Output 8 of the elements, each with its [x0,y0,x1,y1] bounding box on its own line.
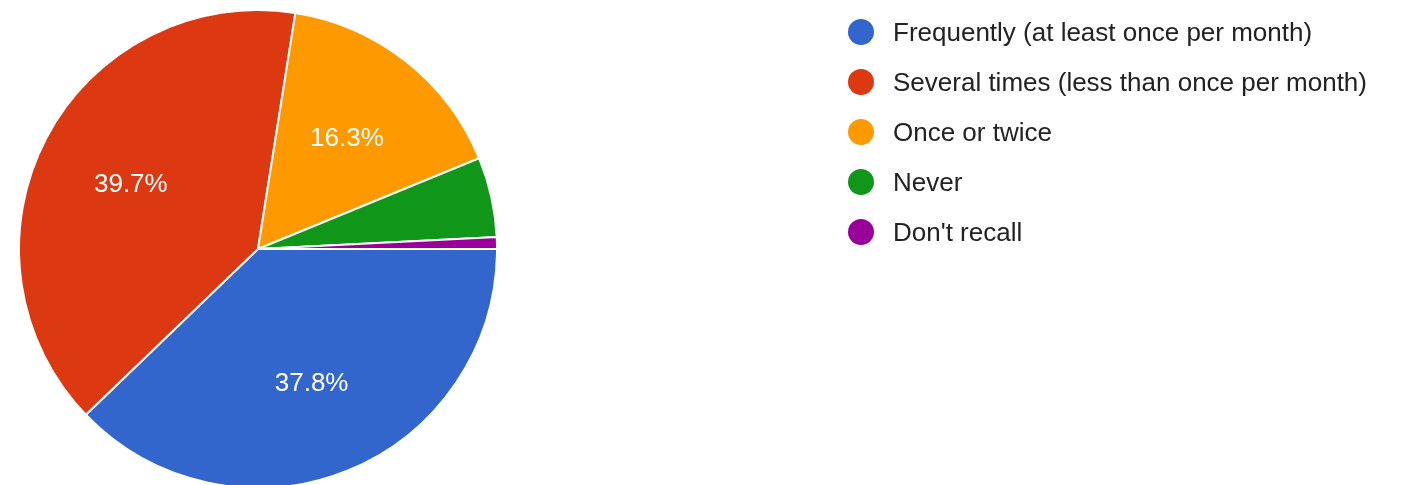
legend-label: Don't recall [893,216,1024,249]
legend-label: Frequently (at least once per month) [893,16,1314,49]
legend-label: Never [893,166,964,199]
data-label: 16.3% [310,121,384,152]
data-label: 39.7% [93,167,168,198]
legend-label: Once or twice [893,116,1053,149]
data-label: 37.8% [274,367,349,397]
legend-label: Several times (less than once per month) [893,66,1368,99]
